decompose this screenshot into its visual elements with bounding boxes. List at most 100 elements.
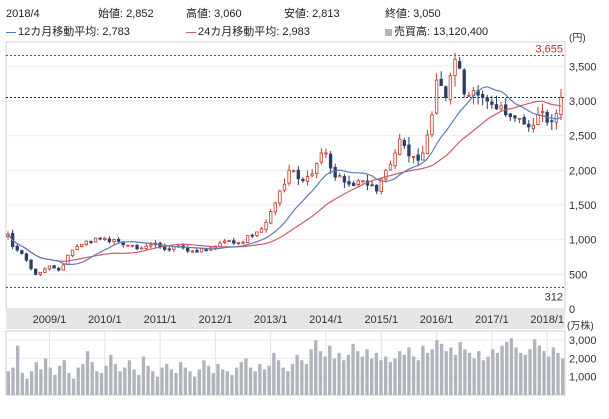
volume-bar [505, 341, 509, 395]
candle-body [33, 268, 38, 275]
volume-bar [165, 363, 169, 395]
volume-bar [76, 367, 80, 395]
volume-tick-label: 2,000 [569, 353, 597, 365]
candle-body [52, 265, 56, 269]
candle-body [457, 60, 462, 69]
ma24-swatch [186, 31, 196, 33]
volume-bar [160, 367, 164, 395]
volume-bar [481, 360, 486, 395]
candle-body [43, 268, 47, 273]
candle-body [61, 264, 65, 271]
volume-tick-label: 3,000 [569, 335, 597, 347]
candle-body [264, 221, 268, 230]
candle-body [144, 245, 148, 249]
volume-bar [29, 371, 34, 395]
volume-bar [463, 349, 467, 395]
candle-body [527, 123, 531, 128]
volume-bar [272, 352, 276, 395]
volume-bar [425, 352, 430, 395]
volume-bar [39, 369, 43, 395]
volume-bar [383, 356, 388, 395]
candle-body [379, 178, 383, 192]
candle-body [315, 162, 319, 175]
volume-bar [109, 354, 113, 395]
candle-body [296, 169, 300, 180]
volume-bar [300, 360, 304, 395]
candle-body [29, 259, 33, 270]
candle-body [167, 248, 171, 251]
ma24-line [7, 100, 562, 263]
volume-bar [547, 356, 551, 395]
volume-bar [11, 367, 15, 395]
candle-body [536, 114, 540, 125]
volume-bar [151, 371, 155, 395]
candle-body [218, 242, 222, 247]
price-tick-label: 0 [569, 304, 575, 316]
volume-bar [67, 373, 71, 395]
volume-bar [20, 373, 24, 395]
volume-bar [528, 349, 532, 395]
candle-body [273, 202, 277, 213]
volume-bar [220, 369, 225, 395]
candle-body [434, 79, 439, 114]
volume-bar [407, 347, 411, 395]
candle-body [116, 238, 121, 242]
volume-bar [179, 362, 183, 395]
candle-body [195, 250, 199, 253]
volume-bar [85, 351, 90, 395]
candle-body [361, 180, 365, 183]
ma12-line [7, 86, 562, 265]
volume-bar [514, 347, 518, 395]
candle-body [259, 228, 264, 233]
volume-bar [169, 369, 174, 395]
candle-body [430, 114, 434, 136]
candle-body [453, 58, 457, 76]
price-tick-label: 1,000 [569, 235, 597, 247]
volume-bar [449, 347, 453, 395]
volume-bar [290, 363, 295, 395]
volume-bar [234, 367, 239, 395]
candle-body [66, 254, 70, 266]
volume-bar [421, 345, 425, 395]
candle-body [347, 181, 351, 185]
volume-bar [202, 360, 206, 395]
candle-body [319, 152, 324, 163]
candle-body [278, 190, 282, 204]
volume-bar [304, 363, 309, 395]
period-label: 2018/4 [6, 8, 40, 20]
volume-bar [188, 371, 192, 395]
candle-body [236, 242, 241, 245]
volume-bar [467, 352, 472, 395]
candle-body [301, 178, 305, 182]
volume-bar [551, 347, 556, 395]
volume-bar [365, 349, 369, 395]
volume-bar [393, 358, 397, 395]
x-tick-label: 2017/1 [475, 314, 509, 326]
volume-bar [388, 362, 392, 395]
volume-bar [337, 352, 341, 395]
candle-body [374, 184, 379, 192]
volume-bar [435, 340, 439, 395]
candle-body [384, 169, 388, 180]
volume-bar [491, 349, 495, 395]
volume-bar [216, 363, 220, 395]
x-tick-label: 2012/1 [199, 314, 233, 326]
volume-bar [370, 358, 374, 395]
candle-body [126, 244, 130, 247]
candle-body [494, 104, 499, 110]
candle-body [305, 176, 310, 182]
volume-bar [230, 374, 234, 395]
volume-bar [458, 341, 462, 395]
candle-body [485, 97, 489, 102]
x-tick-label: 2014/1 [309, 314, 343, 326]
volume-bar [192, 376, 197, 395]
candle-body [38, 271, 42, 275]
volume-bar [477, 351, 481, 395]
ma12-swatch [6, 31, 16, 33]
candle-body [130, 244, 135, 247]
candle-body [292, 170, 296, 173]
candle-body [439, 78, 443, 87]
volume-bar [174, 373, 178, 395]
volume-bar [225, 371, 229, 395]
volume-bar [495, 352, 500, 395]
